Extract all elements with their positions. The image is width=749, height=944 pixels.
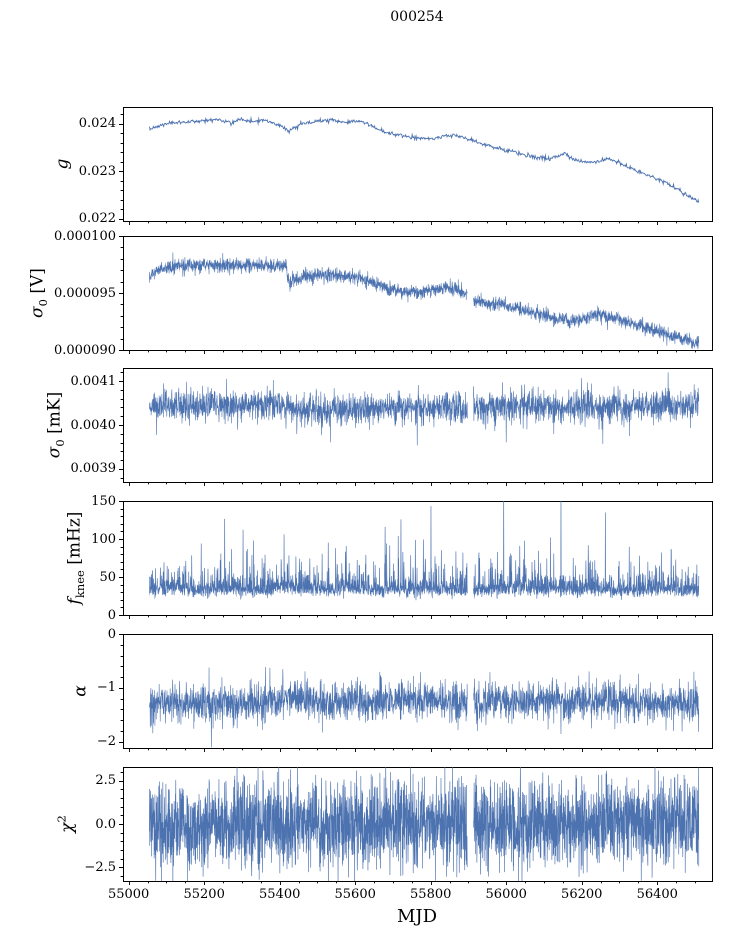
- y-tick-label: 100: [91, 531, 116, 547]
- x-tick-label: 55800: [410, 887, 452, 902]
- y-tick-label: 0.0: [95, 816, 116, 832]
- y-tick-label: 0.000100: [53, 228, 116, 244]
- x-tick-label: 55000: [107, 887, 150, 902]
- y-axis-label-fknee: fknee [mHz]: [64, 512, 87, 605]
- y-tick-label: 0.0041: [70, 373, 117, 389]
- x-tick-label: 56200: [561, 887, 603, 902]
- ylabel-main: f: [64, 598, 85, 605]
- y-tick-label: 0.000095: [53, 285, 116, 301]
- x-axis-label: MJD: [396, 906, 438, 927]
- x-tick-label: 56400: [636, 887, 678, 902]
- y-tick-label: 0.000090: [53, 342, 116, 358]
- y-tick-label: 0.023: [78, 163, 116, 179]
- x-tick-label: 56000: [485, 887, 527, 902]
- y-tick-label: 0: [107, 607, 116, 623]
- y-tick-label: 0.024: [78, 116, 116, 132]
- x-tick-label: 55400: [259, 887, 301, 902]
- y-tick-label: −2: [96, 734, 116, 750]
- y-tick-label: −1: [96, 680, 116, 696]
- y-tick-label: 0.0040: [70, 417, 117, 433]
- y-tick-label: −2.5: [84, 859, 116, 875]
- ylabel-main: σ: [27, 306, 48, 318]
- y-tick-label: 0.0039: [70, 461, 117, 477]
- x-tick-label: 55600: [334, 887, 376, 902]
- y-tick-label: 2.5: [95, 773, 116, 789]
- y-tick-label: 50: [99, 569, 116, 585]
- y-tick-label: 150: [91, 493, 116, 509]
- y-tick-label: 0.022: [78, 211, 116, 227]
- ylabel-sub: 0: [35, 299, 50, 307]
- ylabel-sub: 0: [52, 439, 67, 447]
- ylabel-unit: [mK]: [43, 391, 64, 440]
- y-tick-label: 0: [107, 626, 116, 642]
- ylabel-main: σ: [43, 446, 64, 459]
- x-tick-label: 55200: [183, 887, 225, 902]
- figure-title: 000254: [390, 9, 444, 25]
